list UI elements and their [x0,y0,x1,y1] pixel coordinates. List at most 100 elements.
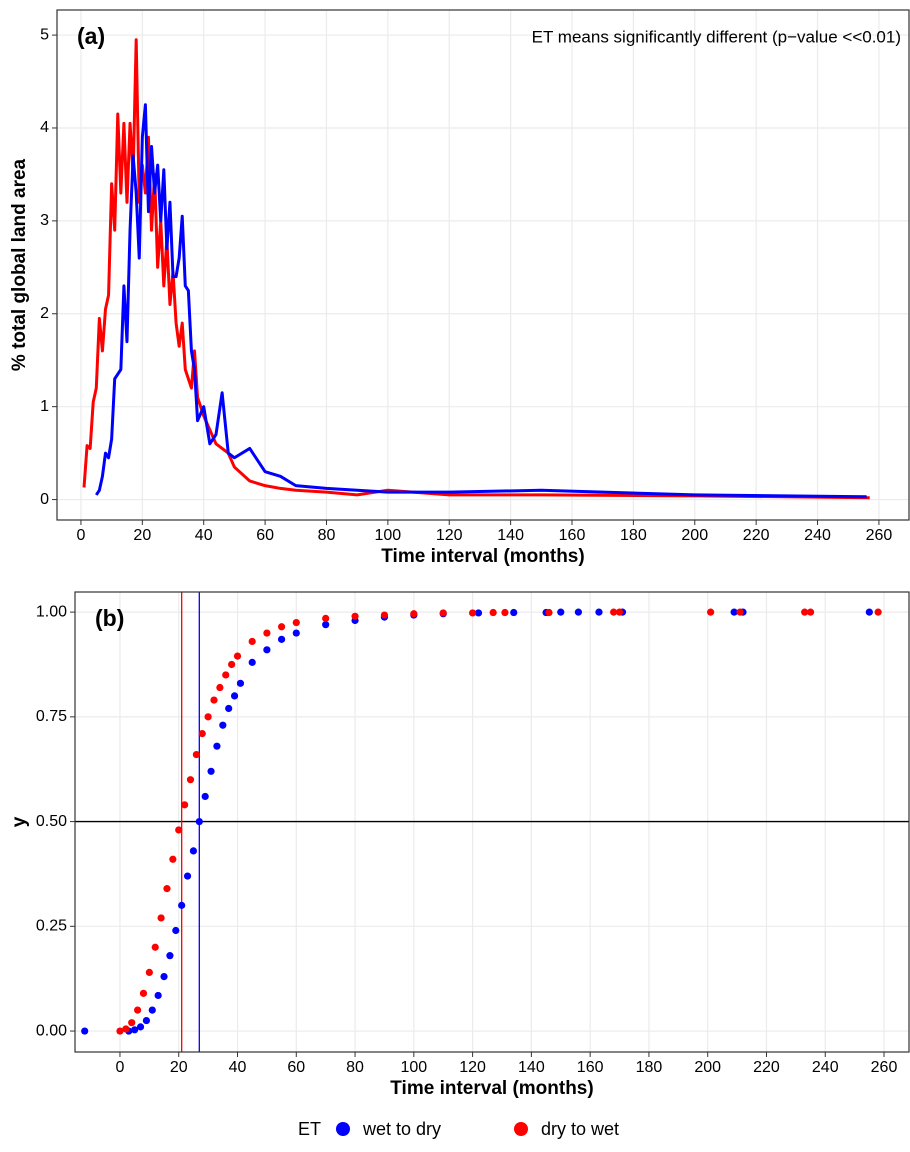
data-point [610,608,618,616]
data-point [277,635,286,643]
x-tick-label: 120 [459,1059,486,1076]
data-point [81,1027,89,1035]
y-tick-label: 0.00 [36,1022,67,1039]
y-tick-label: 0 [40,491,49,508]
data-line [95,103,867,499]
x-tick-label: 20 [133,527,151,544]
data-point [213,742,221,750]
data-point [263,646,271,654]
data-point [292,618,300,627]
data-point [469,609,477,617]
data-point [128,1019,136,1027]
data-point [707,608,715,616]
panel-label: (a) [77,23,105,49]
data-point [248,658,256,666]
x-tick-label: 180 [636,1059,663,1076]
x-tick-label: 40 [229,1059,247,1076]
data-point [277,623,286,631]
x-tick-label: 260 [871,1059,898,1076]
data-point [557,608,565,616]
data-point [189,847,198,855]
legend-marker [514,1122,528,1136]
data-point [248,637,256,646]
data-point [210,696,218,704]
data-point [178,901,186,909]
x-tick-label: 200 [681,527,708,544]
data-point [131,1026,139,1034]
data-point [201,792,209,801]
data-point [410,610,418,618]
x-tick-label: 140 [497,527,524,544]
x-tick-label: 220 [753,1059,780,1076]
y-tick-label: 4 [40,119,49,136]
data-point [322,614,330,622]
data-point [510,608,518,617]
data-point [263,629,271,637]
data-point [136,1023,145,1031]
data-point [292,629,300,637]
data-point [474,609,483,617]
data-point [116,1027,124,1035]
x-tick-label: 240 [812,1059,839,1076]
data-point [172,926,180,935]
x-tick-label: 160 [577,1059,604,1076]
data-point [574,608,582,616]
data-point [148,1006,156,1014]
x-tick-label: 260 [866,527,893,544]
x-tick-label: 80 [346,1059,364,1076]
data-point [181,801,189,809]
data-point [169,855,177,863]
y-tick-label: 0.50 [36,813,67,830]
data-point [175,826,183,834]
x-tick-label: 140 [518,1059,545,1076]
legend-label: wet to dry [362,1119,441,1139]
data-point [195,817,203,826]
data-point [186,776,195,784]
data-point [439,609,447,617]
legend-marker [336,1122,350,1136]
x-tick-label: 200 [694,1059,721,1076]
data-point [183,872,192,880]
legend-title: ET [298,1119,321,1139]
x-tick-label: 20 [170,1059,188,1076]
y-axis-title: y [9,816,30,827]
data-point [615,608,624,616]
data-point [145,968,153,977]
y-tick-label: 1.00 [36,603,67,620]
x-tick-label: 180 [620,527,647,544]
x-axis-title: Time interval (months) [381,546,584,567]
data-point [545,608,553,617]
x-tick-label: 0 [116,1059,125,1076]
data-point [233,652,242,660]
y-tick-label: 0.25 [36,918,67,935]
data-point [865,608,873,616]
panel-label: (b) [95,605,124,631]
x-tick-label: 60 [287,1059,305,1076]
data-point [157,914,165,922]
x-axis-title: Time interval (months) [390,1078,593,1099]
x-tick-label: 40 [195,527,213,544]
data-point [154,991,162,1000]
data-point [806,608,815,616]
data-point [322,621,330,629]
y-tick-label: 3 [40,212,49,229]
x-tick-label: 60 [256,527,274,544]
y-tick-label: 0.75 [36,708,67,725]
x-tick-label: 100 [375,527,402,544]
data-point [228,660,236,669]
data-point [192,750,200,759]
data-point [874,608,882,616]
data-point [351,612,359,620]
data-point [139,989,148,997]
annotation: ET means significantly different (p−valu… [532,27,901,46]
y-tick-label: 2 [40,305,49,322]
x-tick-label: 240 [804,527,831,544]
legend-label: dry to wet [541,1119,619,1139]
x-tick-label: 100 [400,1059,427,1076]
data-point [122,1025,130,1033]
data-point [380,611,389,619]
y-axis-title: % total global land area [9,158,30,371]
plot-border [56,9,910,521]
data-point [207,767,215,775]
data-point [225,704,233,713]
